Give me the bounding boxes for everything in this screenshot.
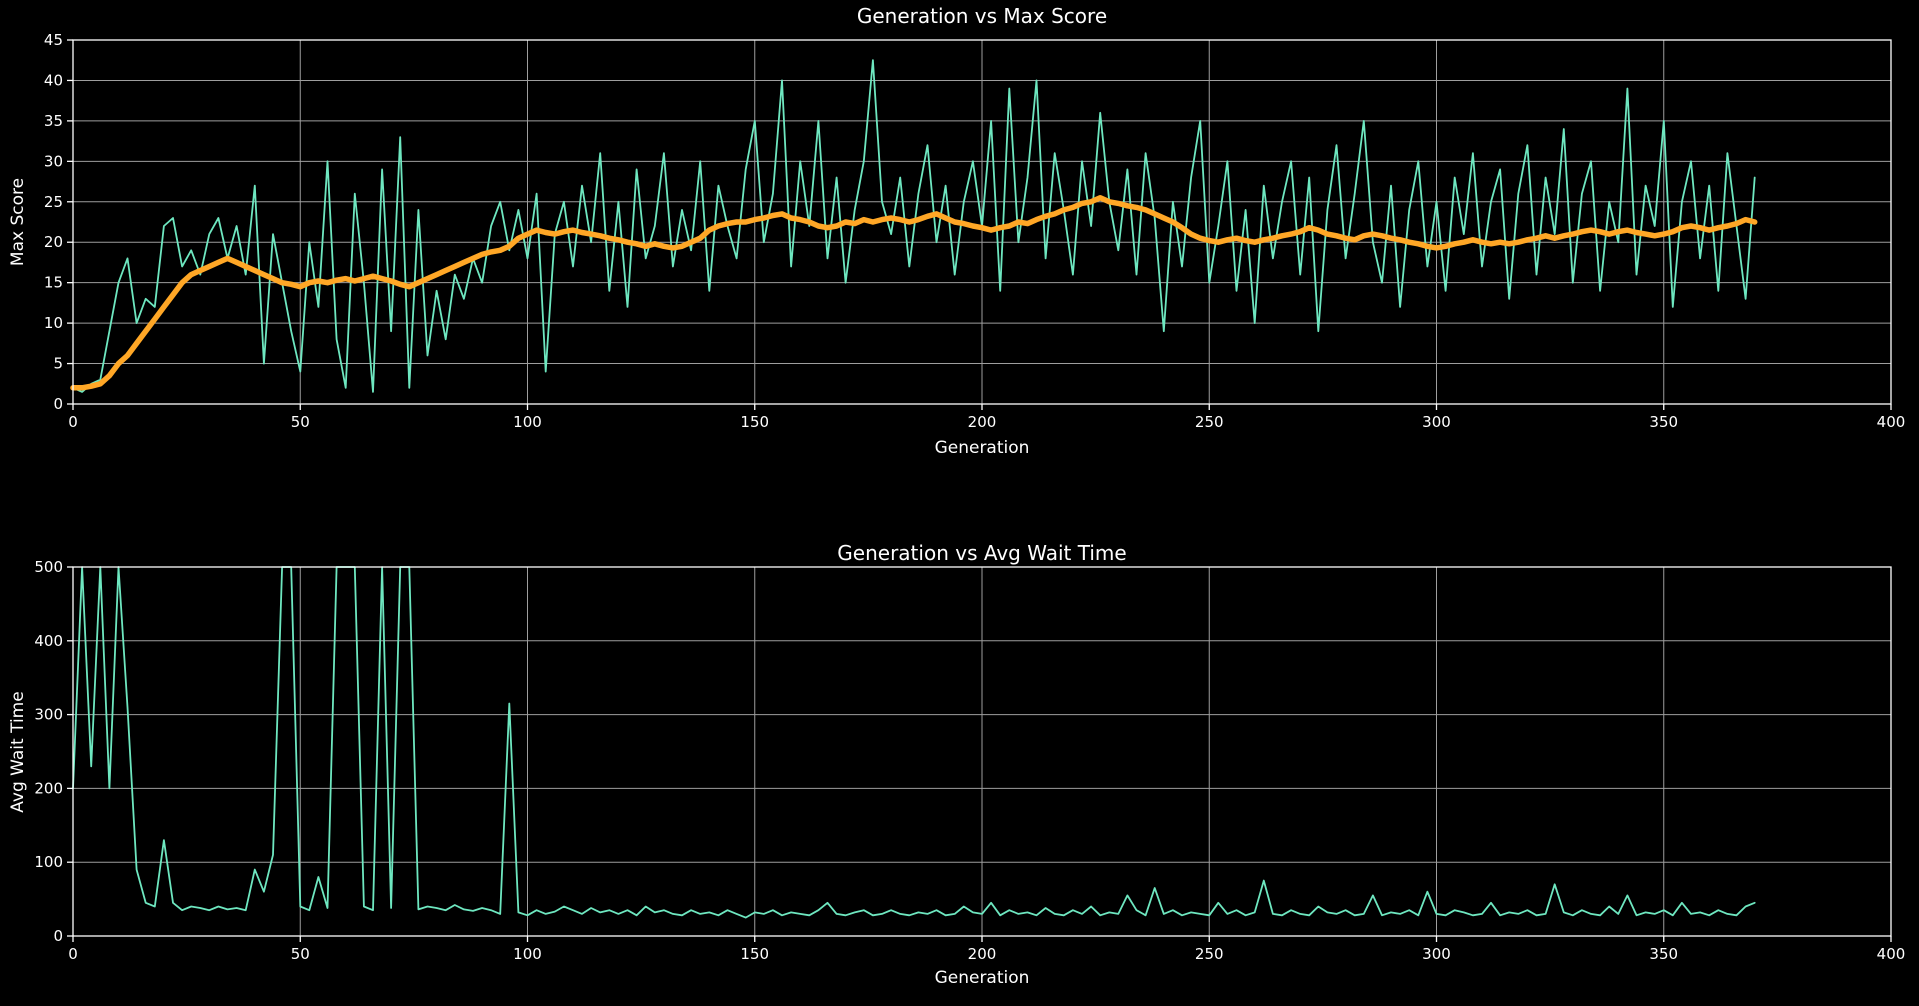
y-tick-label: 20 [44, 233, 63, 251]
x-tick-label: 350 [1649, 945, 1678, 963]
avg-wait-time-y-axis-label: Avg Wait Time [8, 691, 28, 813]
x-tick-label: 200 [968, 945, 997, 963]
y-tick-label: 300 [34, 706, 63, 724]
avg-wait-time-chart-title: Generation vs Avg Wait Time [837, 541, 1127, 565]
x-tick-label: 300 [1422, 945, 1451, 963]
x-tick-label: 150 [740, 945, 769, 963]
series-line-avg-wait-time [72, 566, 1756, 919]
x-tick-label: 300 [1422, 413, 1451, 431]
y-tick-label: 200 [34, 779, 63, 797]
series-line-max-score-moving-average [70, 194, 1758, 391]
x-tick-label: 250 [1195, 945, 1224, 963]
y-tick-label: 100 [34, 853, 63, 871]
x-tick-label: 100 [513, 945, 542, 963]
max-score-chart-title: Generation vs Max Score [856, 4, 1108, 28]
y-tick-label: 45 [44, 31, 63, 49]
x-tick-label: 150 [740, 413, 769, 431]
max-score-x-axis-label: Generation [934, 438, 1030, 458]
x-tick-label: 350 [1649, 413, 1678, 431]
x-tick-label: 100 [513, 413, 542, 431]
series-line-max-score-raw [72, 59, 1756, 393]
max-score-plot-svg: 0 50 100 150 200 250 300 350 400 0 5 10 15 20 25 30 35 40… [44, 31, 1906, 431]
y-tick-label: 10 [44, 314, 63, 332]
y-tick-label: 30 [44, 152, 63, 170]
y-tick-label: 35 [44, 112, 63, 130]
y-tick-label: 400 [34, 632, 63, 650]
y-tick-label: 500 [34, 558, 63, 576]
x-tick-label: 400 [1877, 413, 1906, 431]
y-tick-label: 40 [44, 71, 63, 89]
x-tick-label: 400 [1877, 945, 1906, 963]
y-tick-label: 15 [44, 274, 63, 292]
max-score-chart: 0 50 100 150 200 250 300 350 400 0 5 10 15 20 25 30 35 40… [0, 0, 1919, 470]
x-tick-label: 0 [68, 413, 78, 431]
x-tick-label: 200 [968, 413, 997, 431]
x-tick-label: 50 [291, 945, 310, 963]
x-tick-label: 50 [291, 413, 310, 431]
x-tick-label: 250 [1195, 413, 1224, 431]
avg-wait-time-chart: 0 50 100 150 200 250 300 350 400 0 100 200 300 400 500… [0, 540, 1919, 1006]
y-tick-label: 0 [53, 395, 63, 413]
max-score-y-axis-label: Max Score [8, 177, 28, 267]
y-tick-label: 0 [53, 927, 63, 945]
x-tick-label: 0 [68, 945, 78, 963]
y-tick-label: 5 [53, 355, 63, 373]
avg-wait-time-plot-svg: 0 50 100 150 200 250 300 350 400 0 100 200 300 400 500 [34, 558, 1906, 963]
avg-wait-time-x-axis-label: Generation [934, 968, 1030, 988]
y-tick-label: 25 [44, 193, 63, 211]
